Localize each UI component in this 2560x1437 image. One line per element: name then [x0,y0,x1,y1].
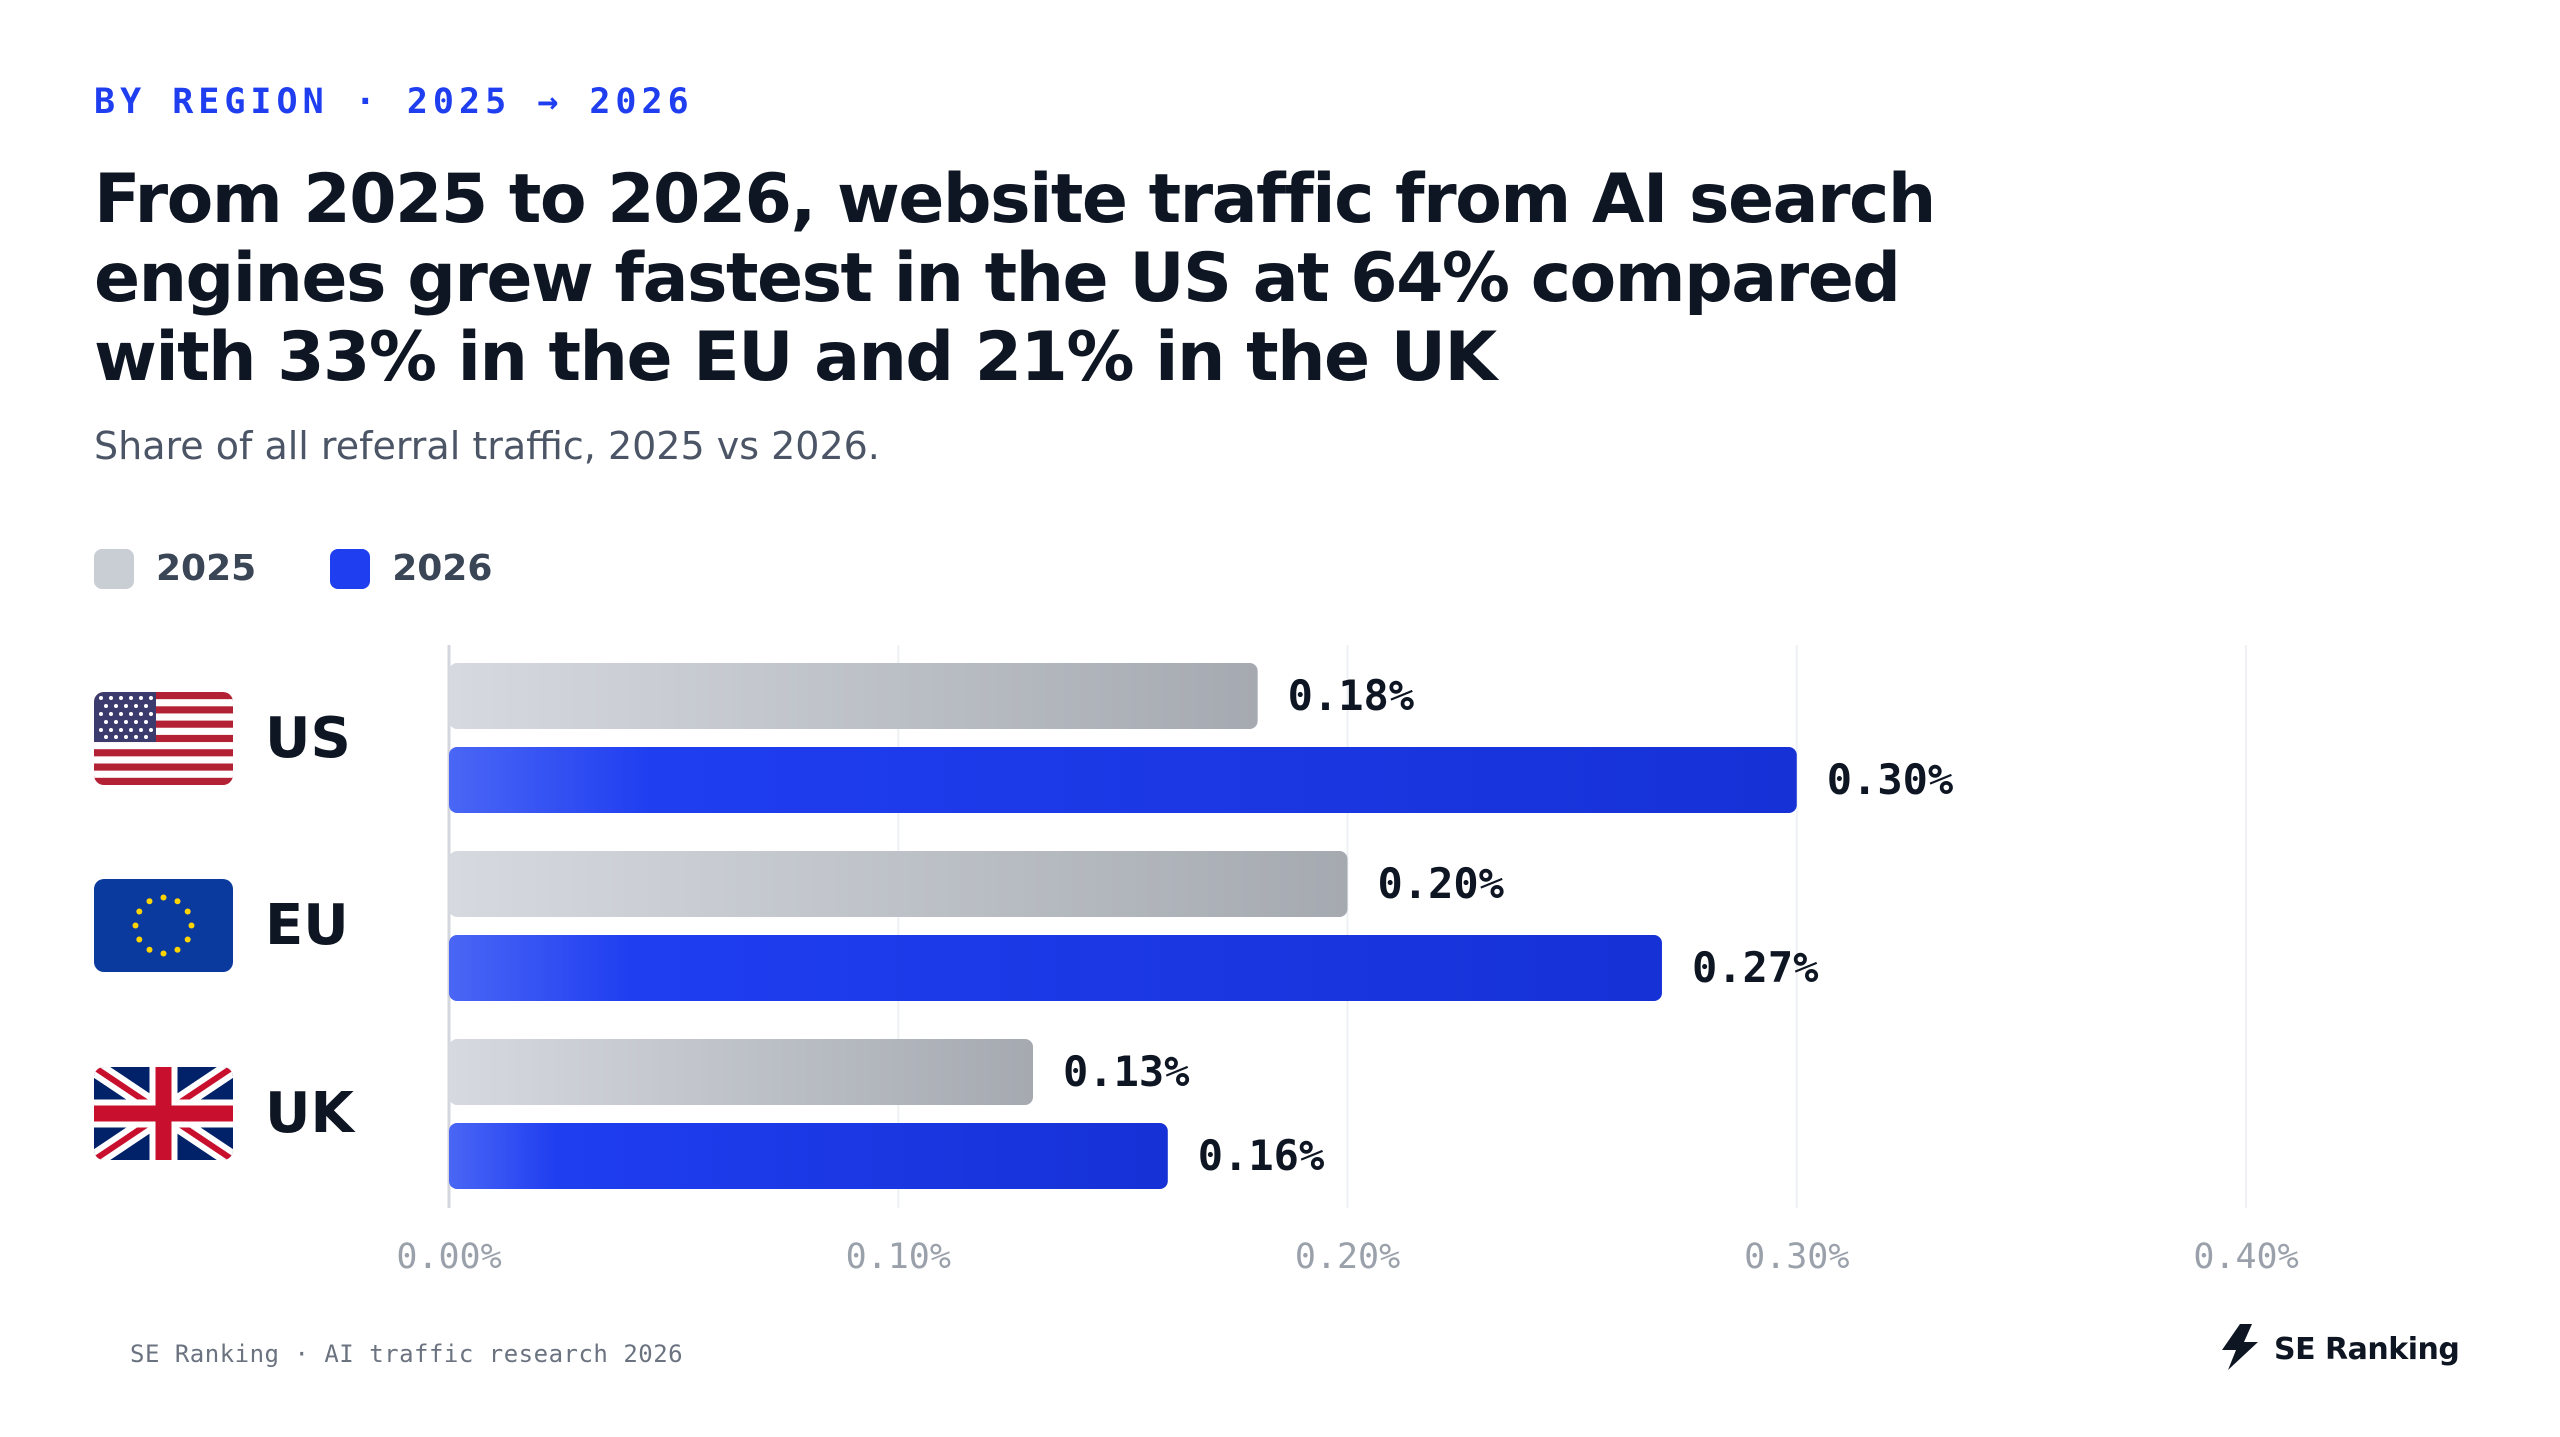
data-labels: 0.18% 0.30% 0.20% 0.27% 0.13%0.16% [1063,671,1953,1180]
gridlines [447,645,2247,1208]
us-flag-icon [94,692,233,785]
bar-uk-2025 [449,1039,1034,1105]
legend-swatch-2025 [94,548,134,589]
region-code-us: US [265,706,351,771]
bar-eu-2025 [449,851,1348,917]
region-code-uk: UK [265,1081,354,1146]
row-label-us: US [94,692,351,785]
brand-label: SE Ranking [2274,1332,2460,1367]
source-note: SE Ranking · AI traffic research 2026 [130,1340,684,1368]
row-label-eu: EU [94,879,349,972]
uk-flag-icon [94,1067,233,1160]
brand: SE Ranking [2218,1322,2460,1377]
bars [449,663,1797,1189]
legend-label-2026: 2026 [392,548,493,589]
bar-us-2026 [449,747,1797,813]
eu-flag-icon [94,879,233,972]
data-label-us-2026: 0.30% [1827,755,1953,804]
data-label-us-2025: 0.18% [1288,671,1414,720]
row-label-uk: UK [94,1067,354,1160]
legend-swatch-2026 [330,548,371,589]
legend-item-2026: 2026 [330,548,492,589]
region-code-eu: EU [265,893,349,958]
x-tick-label: 0.30% [1744,1237,1849,1277]
data-label-uk-2025: 0.13% [1063,1047,1189,1096]
legend-item-2025: 2025 [94,548,256,589]
x-tick-label: 0.20% [1295,1237,1400,1277]
legend: 2025 2026 [94,548,566,589]
eyebrow-label: BY REGION · 2025 → 2026 [94,82,694,122]
chart-title: From 2025 to 2026, website traffic from … [94,160,1936,397]
bar-uk-2026 [449,1123,1168,1189]
legend-label-2025: 2025 [156,548,257,589]
data-label-uk-2026: 0.16% [1198,1131,1324,1180]
bar-eu-2026 [449,935,1662,1001]
chart-subtitle: Share of all referral traffic, 2025 vs 2… [94,424,880,468]
bar-us-2025 [449,663,1258,729]
x-tick-label: 0.00% [396,1237,501,1277]
data-label-eu-2026: 0.27% [1692,943,1818,992]
x-axis-ticks: 0.00% 0.10% 0.20% 0.30% 0.40% [396,1237,2298,1277]
x-tick-label: 0.40% [2193,1237,2298,1277]
se-ranking-logo-icon [2218,1322,2264,1377]
x-tick-label: 0.10% [846,1237,951,1277]
data-label-eu-2025: 0.20% [1378,859,1504,908]
